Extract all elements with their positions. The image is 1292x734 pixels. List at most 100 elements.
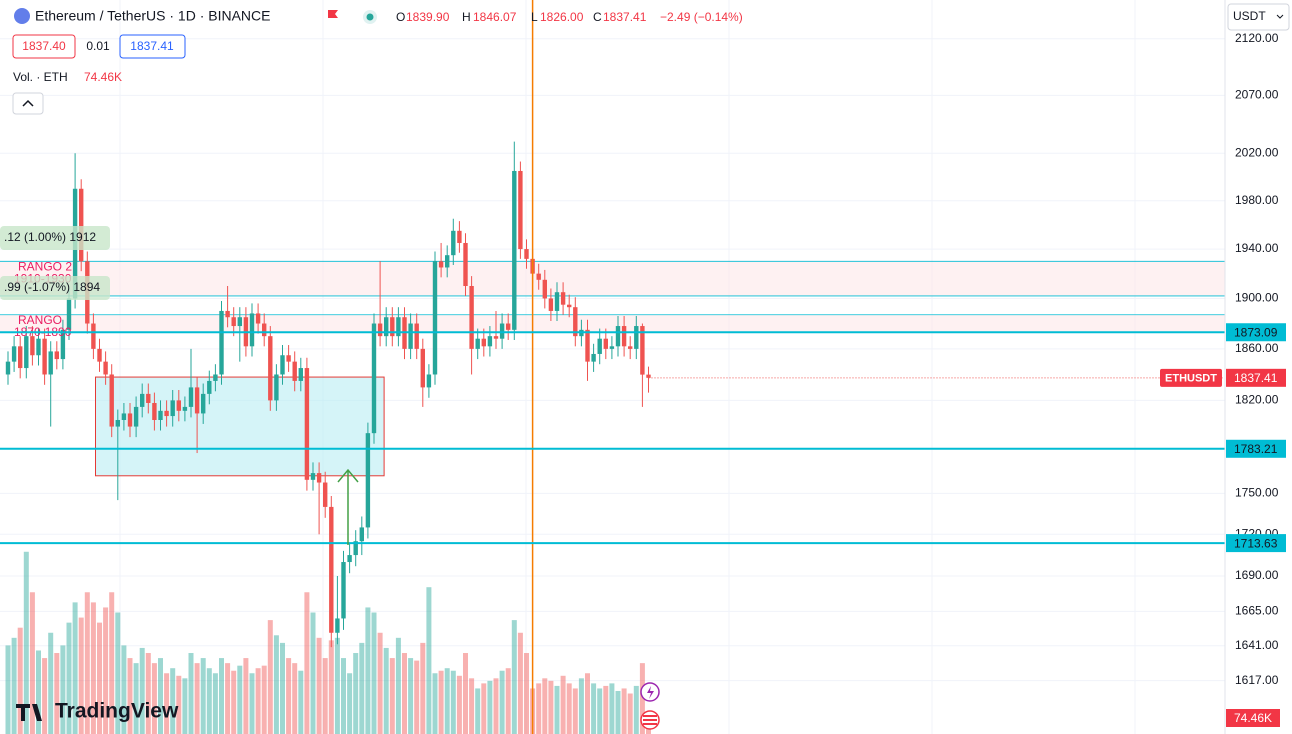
volume-bar [353, 653, 359, 734]
y-tick-label: 1820.00 [1235, 393, 1279, 407]
h-line-label: 1713.63 [1234, 536, 1278, 550]
status-dot-inner [366, 13, 374, 21]
candle-body [42, 338, 47, 375]
candle-body [310, 473, 316, 480]
candle-body [274, 374, 279, 401]
volume-value: 74.46K [84, 70, 122, 84]
volume-bar [261, 665, 267, 734]
volume-bar [133, 663, 139, 734]
candle-body [335, 618, 340, 633]
candle-body [634, 326, 639, 349]
h-line-label: 1783.21 [1234, 442, 1278, 456]
open-key: O [396, 10, 405, 24]
volume-bar [267, 620, 273, 734]
candle-body [475, 338, 480, 349]
candle-body [371, 323, 377, 434]
symbol-badge-box [1160, 368, 1222, 387]
volume-bar [585, 673, 590, 734]
volume-bar [139, 647, 145, 734]
candle-body [621, 326, 627, 347]
flag-icon[interactable] [328, 10, 338, 18]
volume-bar [438, 670, 444, 734]
volume-bar [255, 668, 261, 734]
brand-name: TradingView [55, 700, 179, 723]
collapse-button[interactable] [12, 92, 44, 115]
candle-body [396, 317, 401, 337]
volume-bar [334, 637, 340, 734]
candle-body [353, 541, 358, 556]
candle-body [597, 338, 602, 354]
lightning-glyph [647, 686, 654, 699]
volume-bar [164, 673, 170, 734]
low-value: 1826.00 [540, 10, 584, 24]
volume-bar [237, 665, 243, 734]
candle-body [36, 338, 41, 356]
high-value: 1846.07 [473, 10, 517, 24]
volume-bar [48, 632, 54, 734]
h-line-badge [1226, 534, 1286, 553]
candle-body [438, 261, 444, 268]
volume-bar [566, 683, 572, 734]
volume-bar [316, 637, 322, 734]
volume-bar [151, 663, 157, 734]
ask-box[interactable] [119, 34, 186, 59]
volume-bar [5, 645, 11, 734]
candle-body [316, 473, 322, 483]
candle-body [66, 298, 72, 330]
y-tick-label: 1940.00 [1235, 241, 1279, 255]
candle-body [91, 323, 96, 349]
volume-bar [42, 658, 48, 734]
volume-bar [182, 678, 188, 734]
candle-body [121, 413, 127, 420]
zone-name: RANGO 2 [18, 259, 72, 273]
volume-bar [292, 663, 298, 734]
arrow [337, 468, 359, 545]
volume-bar [469, 678, 475, 734]
volume-bar [481, 683, 487, 734]
candle-body [408, 323, 413, 349]
candle-body [323, 482, 328, 507]
currency-box[interactable] [1227, 3, 1290, 31]
high-key: H [462, 10, 471, 24]
candle-body [255, 313, 261, 324]
candle-body [30, 336, 35, 356]
volume-bar [158, 658, 163, 734]
price-axis: 2120.00 2070.00 2020.00 1980.00 1940.00 1900.… [1226, 31, 1286, 727]
candle-body [414, 323, 419, 349]
volume-bar [591, 683, 597, 734]
volume-bar [322, 658, 328, 734]
brand-logo [16, 704, 42, 721]
y-tick-label: 1750.00 [1235, 486, 1279, 500]
volume-bar [487, 680, 493, 734]
volume-bar [60, 645, 66, 734]
symbol-icon [14, 8, 30, 24]
side-icons [640, 682, 660, 730]
candle-body [640, 326, 645, 375]
volume-bar [17, 627, 23, 734]
volume-bar [84, 592, 90, 734]
volume-bar [395, 637, 401, 734]
measure-label: .12 (1.00%) 1912 [4, 230, 96, 244]
candle-body [347, 555, 352, 563]
candle-body [48, 351, 53, 375]
volume-bar [206, 668, 212, 734]
bid-box[interactable] [12, 34, 76, 59]
symbol-badge: ETHUSDT [1165, 373, 1217, 385]
currency-dropdown[interactable]: USDT [1227, 3, 1290, 31]
volume-bar [127, 658, 133, 734]
y-tick-label: 1900.00 [1235, 291, 1279, 305]
volume-bar [29, 592, 35, 734]
candle-body [182, 406, 188, 411]
volume-title: Vol. · ETH [13, 70, 68, 84]
bid: 1837.40 [22, 39, 66, 53]
candle-body [24, 336, 29, 369]
candle-body [548, 298, 554, 311]
collapse-icon [22, 99, 34, 107]
measure-box [0, 276, 110, 300]
h-line-badge [1226, 323, 1286, 342]
candle-body [426, 374, 432, 388]
volume-bar [23, 551, 29, 734]
y-tick-label: 2120.00 [1235, 31, 1279, 45]
